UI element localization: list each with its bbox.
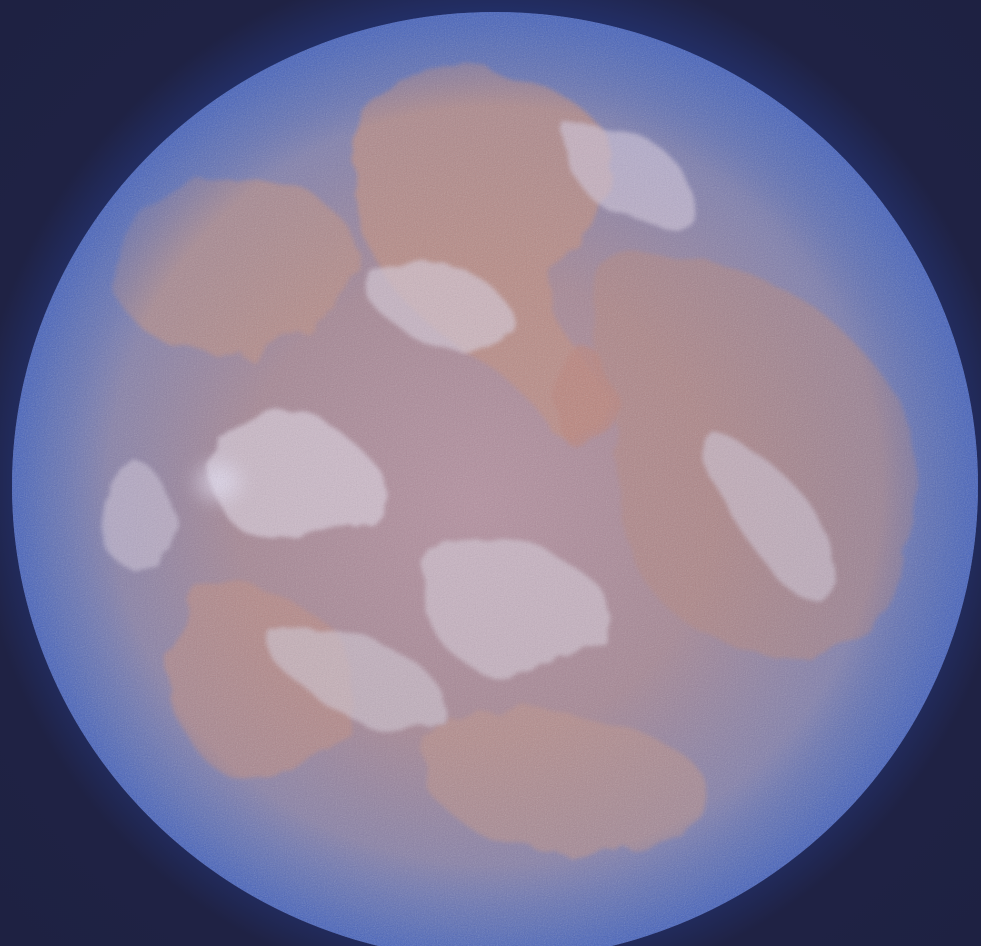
planet-earth <box>12 12 978 946</box>
planet-surface <box>12 12 978 946</box>
grain-overlay <box>12 12 978 946</box>
